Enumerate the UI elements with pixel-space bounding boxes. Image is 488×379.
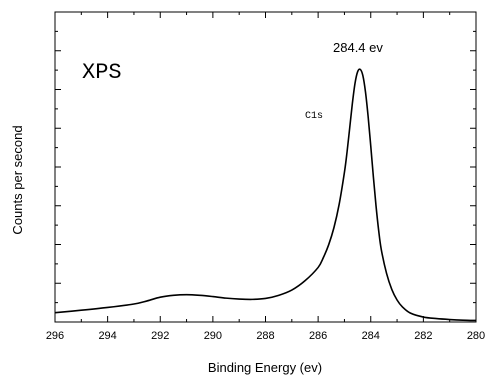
x-tick-label: 290 [204, 330, 222, 342]
x-tick-label: 292 [151, 330, 169, 342]
x-tick-label: 282 [414, 330, 432, 342]
y-axis-label: Counts per second [10, 125, 25, 234]
x-tick-label: 294 [98, 330, 116, 342]
c1s-label: C1s [305, 111, 323, 122]
peak-label: 284.4 ev [333, 40, 383, 55]
x-tick-label: 296 [46, 330, 64, 342]
x-tick-label: 284 [362, 330, 380, 342]
x-tick-label: 280 [467, 330, 485, 342]
xps-panel-label: XPS [82, 60, 122, 85]
plot-frame [54, 11, 477, 323]
x-tick-label: 288 [256, 330, 274, 342]
x-axis-label: Binding Energy (ev) [208, 360, 322, 375]
c1s-spectrum-line [54, 68, 477, 322]
x-tick-label: 286 [309, 330, 327, 342]
tick-label-group: 296 294 292 290 288 286 284 282 280 [46, 330, 485, 342]
tick-group [54, 12, 477, 322]
